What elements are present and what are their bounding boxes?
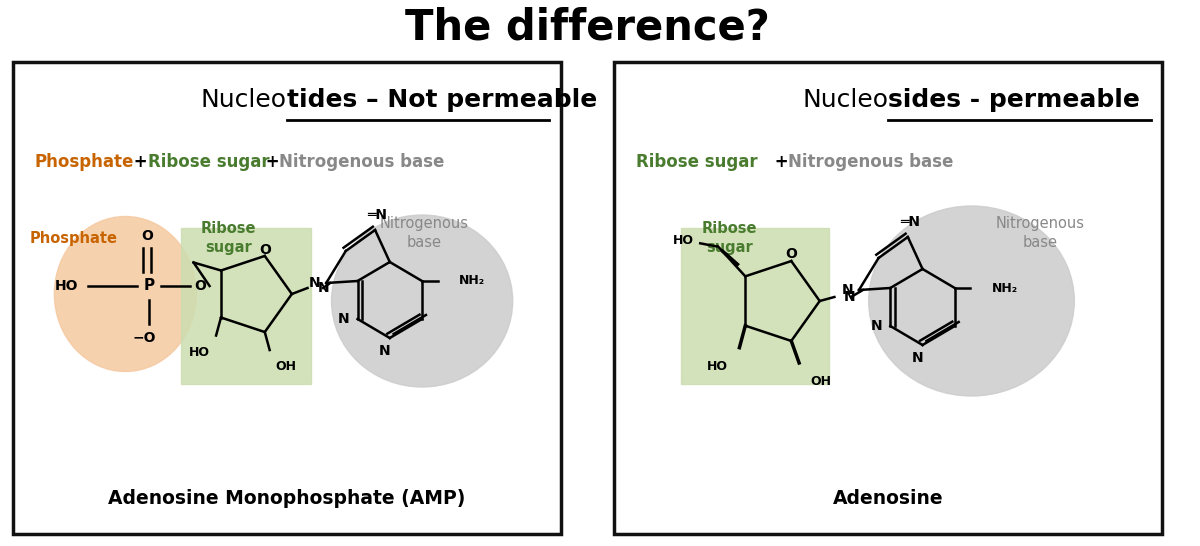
FancyBboxPatch shape [614,62,1163,534]
Text: O: O [259,243,271,257]
Text: Nitrogenous
base: Nitrogenous base [379,216,468,250]
Text: Nucleo: Nucleo [200,88,287,112]
Ellipse shape [54,217,197,371]
Text: ═N: ═N [900,215,920,229]
Text: sides - permeable: sides - permeable [888,88,1140,112]
Polygon shape [680,228,829,384]
Text: HO: HO [672,234,694,247]
Text: N: N [308,276,320,290]
Text: Ribose
sugar: Ribose sugar [702,221,757,255]
Text: P: P [143,278,155,294]
Text: +: + [128,153,154,171]
Text: O: O [785,247,797,261]
Text: Nitrogenous
base: Nitrogenous base [996,216,1085,250]
Text: N: N [317,281,329,295]
Text: N: N [379,344,391,358]
Text: −O: −O [132,331,156,345]
Text: N: N [871,319,882,333]
Text: Adenosine: Adenosine [833,490,943,508]
Text: Nucleo: Nucleo [803,88,888,112]
Text: ═N: ═N [367,208,388,222]
Text: O: O [140,229,152,243]
Text: The difference?: The difference? [406,7,770,49]
Text: NH₂: NH₂ [992,282,1018,294]
Ellipse shape [869,206,1074,396]
Polygon shape [181,228,312,384]
FancyBboxPatch shape [13,62,562,534]
Text: N: N [841,283,853,297]
Text: Ribose sugar: Ribose sugar [148,153,270,171]
Text: N: N [338,312,349,326]
Ellipse shape [331,215,512,387]
Text: Ribose sugar: Ribose sugar [636,153,757,171]
Text: HO: HO [55,279,78,293]
Text: NH₂: NH₂ [460,275,485,288]
Text: +: + [769,153,794,171]
Text: Phosphate: Phosphate [30,230,118,246]
Text: +: + [259,153,284,171]
Text: Ribose
sugar: Ribose sugar [200,221,256,255]
Text: HO: HO [188,346,210,359]
Text: Nitrogenous base: Nitrogenous base [280,153,444,171]
Text: O: O [194,279,205,293]
Text: N: N [844,290,856,304]
Text: Adenosine Monophosphate (AMP): Adenosine Monophosphate (AMP) [108,490,466,508]
Text: Nitrogenous base: Nitrogenous base [788,153,954,171]
Text: OH: OH [810,375,832,388]
Text: N: N [912,351,924,365]
Text: Phosphate: Phosphate [35,153,133,171]
Text: HO: HO [707,360,728,373]
Text: OH: OH [276,360,296,373]
Text: tides – Not permeable: tides – Not permeable [287,88,598,112]
